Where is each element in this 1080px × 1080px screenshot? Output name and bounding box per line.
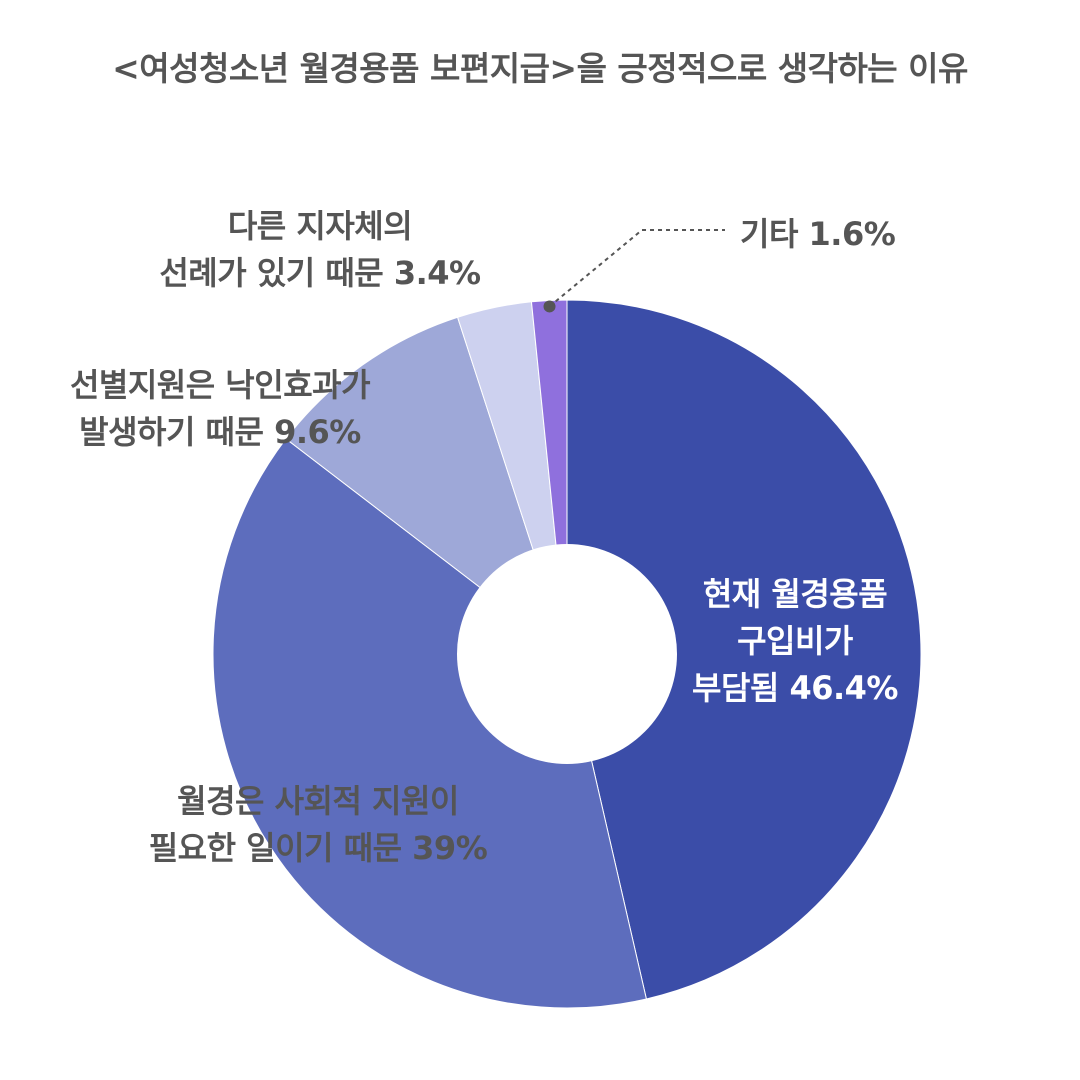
slice-label-1-line-2: 구입비가 bbox=[737, 622, 853, 660]
slice-label-1-line-3: 부담됨 46.4% bbox=[692, 669, 898, 707]
slice-label-2-line-1: 월경은 사회적 지원이 bbox=[177, 782, 459, 820]
slice-label-4-line-1: 다른 지자체의 bbox=[228, 207, 412, 245]
slice-label-4-line-2: 선례가 있기 때문 3.4% bbox=[159, 254, 481, 292]
pie-slice-1 bbox=[566, 299, 922, 1000]
donut-hole bbox=[457, 544, 677, 764]
slice-label-2-line-2: 필요한 일이기 때문 39% bbox=[149, 829, 488, 867]
slice-label-3-line-1: 선별지원은 낙인효과가 bbox=[70, 366, 370, 404]
slice-label-3-line-2: 발생하기 때문 9.6% bbox=[79, 413, 361, 451]
leader-line bbox=[548, 229, 725, 308]
slice-label-1-line-1: 현재 월경용품 bbox=[703, 575, 887, 613]
chart-title: <여성청소년 월경용품 보편지급>을 긍정적으로 생각하는 이유 bbox=[112, 49, 968, 88]
pie-slice-2 bbox=[212, 438, 647, 1009]
slice-label-5-line-1: 기타 1.6% bbox=[740, 215, 896, 253]
leader-layer bbox=[543, 229, 725, 313]
